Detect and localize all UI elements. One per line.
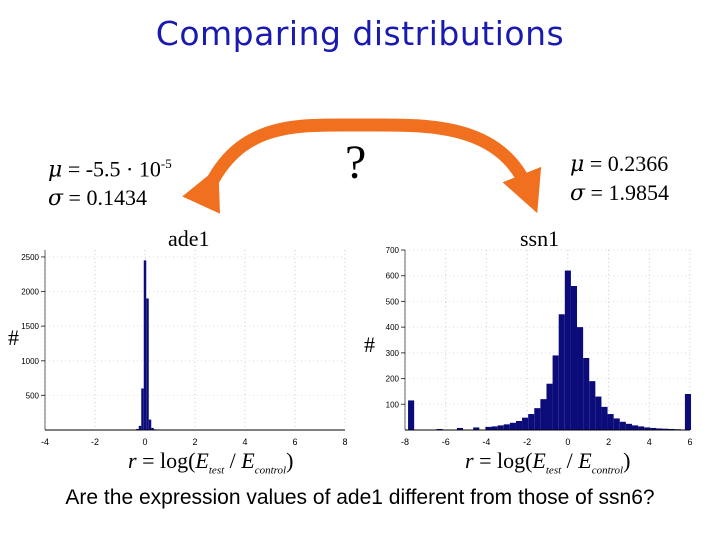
x-tick-label: 6 (292, 437, 297, 445)
chart-title-ssn1: ssn1 (520, 226, 560, 251)
histogram-bar (662, 428, 669, 430)
histogram-bar (141, 388, 144, 430)
x-tick-label: -4 (482, 437, 490, 445)
histogram-bar (564, 270, 571, 430)
histogram-bar (540, 399, 547, 430)
x-tick-label: 2 (192, 437, 197, 445)
y-tick-label: 100 (386, 400, 400, 409)
histogram-bar (485, 426, 492, 430)
histogram-bar (143, 260, 147, 430)
y-tick-label: 2000 (21, 288, 39, 297)
histogram-bar (607, 414, 614, 430)
histogram-bar (148, 419, 152, 430)
histogram-bar (497, 425, 504, 430)
right-mean: μ = 0.2366 (570, 151, 669, 177)
y-tick-label: 300 (386, 349, 400, 358)
histogram-bar (638, 426, 645, 430)
left-mean: μ = -5.5 · 10-5 (48, 156, 172, 183)
slide-title: Comparing distributions (155, 14, 565, 53)
histogram-bar (583, 358, 590, 430)
histogram-bar (503, 424, 510, 430)
bottom-question: Are the expression values of ade1 differ… (65, 486, 655, 509)
formula-left: r = log(Etest / Econtrol) (128, 448, 294, 477)
histogram-bar (546, 383, 553, 430)
y-tick-label: 500 (386, 297, 400, 306)
y-tick-label: 600 (386, 272, 400, 281)
y-tick-label: 1000 (21, 357, 39, 366)
histogram-bar (668, 428, 675, 430)
histogram-bar (151, 427, 154, 430)
x-tick-label: 4 (647, 437, 652, 445)
y-tick-label: 500 (26, 391, 40, 400)
double-arrow (182, 118, 542, 214)
x-tick-label: 2 (606, 437, 611, 445)
x-tick-label: 0 (142, 437, 147, 445)
histogram-bar (570, 286, 578, 430)
x-tick-label: 6 (687, 437, 692, 445)
histogram-ade1: -4 -2 0 2 4 6 8 500 1000 1500 2000 2500 (21, 250, 348, 445)
y-tick-label: 700 (386, 246, 400, 255)
y-tick-label: 1500 (21, 322, 39, 331)
left-count-label: # (8, 325, 19, 350)
x-tick-label: -2 (91, 437, 99, 445)
formula-right: r = log(Etest / Econtrol) (465, 448, 631, 477)
x-tick-label: -4 (41, 437, 49, 445)
left-stats: μ = -5.5 · 10-5 σ = 0.1434 (48, 150, 172, 213)
histogram-bar (528, 414, 535, 430)
histogram-bar (589, 381, 596, 430)
histogram-bar (644, 427, 651, 430)
y-tick-label: 200 (386, 375, 400, 384)
x-tick-label: -6 (442, 437, 450, 445)
x-tick-label: -8 (401, 437, 409, 445)
histogram-bar (509, 422, 516, 430)
chart-title-ade1: ade1 (168, 226, 210, 251)
histogram-bar (558, 314, 565, 430)
histogram-bar (136, 428, 139, 430)
histogram-bar (515, 421, 523, 430)
x-tick-label: 8 (342, 437, 347, 445)
question-mark: ? (345, 136, 367, 189)
y-tick-label: 2500 (21, 253, 39, 262)
histogram-bar (613, 418, 620, 430)
histogram-bar (631, 425, 639, 430)
histogram-bar (625, 423, 632, 430)
histogram-bar (601, 406, 608, 430)
histogram-ssn1: -8 -6 -4 -2 0 2 4 6 100 200 300 400 500 600 700 (386, 246, 693, 445)
histogram-bar (473, 427, 480, 430)
histogram-bar (656, 428, 663, 430)
x-tick-label: 4 (242, 437, 247, 445)
x-tick-label: -2 (523, 437, 531, 445)
x-tick-label: 0 (565, 437, 570, 445)
histogram-bar (577, 327, 584, 430)
histogram-bar (684, 394, 692, 430)
histogram-bar (522, 417, 529, 430)
histogram-bar (552, 355, 559, 430)
right-count-label: # (364, 332, 375, 357)
histogram-bar (534, 408, 541, 430)
histogram-bar (595, 396, 602, 430)
histogram-bar (619, 421, 626, 430)
histogram-bar (146, 298, 149, 430)
histogram-bar (650, 427, 657, 430)
histogram-bar (436, 428, 443, 430)
right-stddev: σ = 1.9854 (570, 180, 669, 206)
histogram-bar (408, 400, 415, 430)
y-tick-label: 400 (386, 323, 400, 332)
histogram-bar (491, 426, 498, 430)
left-stddev: σ = 0.1434 (48, 185, 147, 212)
right-stats: μ = 0.2366 σ = 1.9854 (570, 150, 669, 208)
histogram-bar (456, 427, 464, 430)
histogram-bar (138, 425, 142, 430)
